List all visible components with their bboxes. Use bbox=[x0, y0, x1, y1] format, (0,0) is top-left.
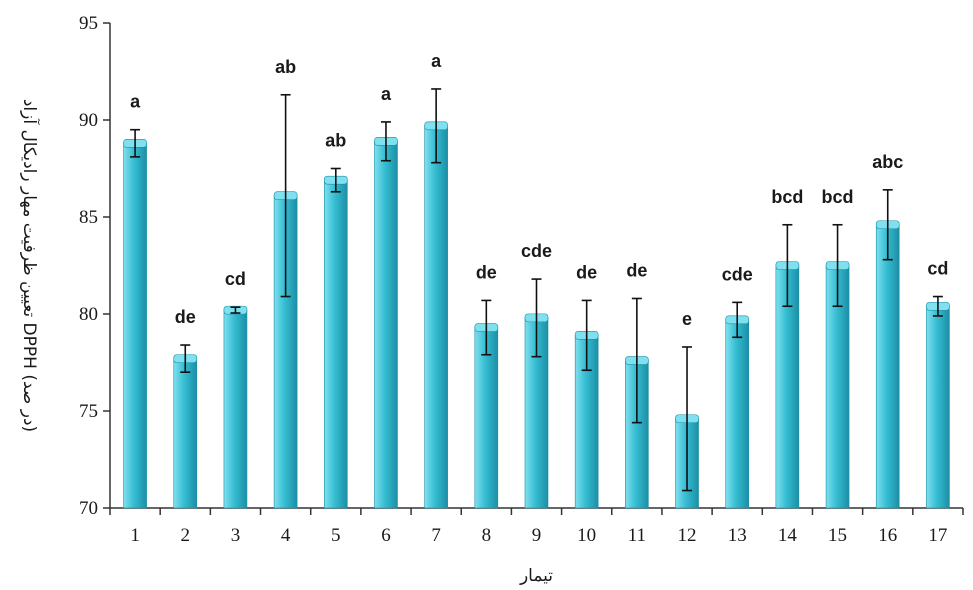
significance-letter: a bbox=[431, 51, 442, 71]
y-tick-label: 75 bbox=[79, 401, 98, 422]
bar bbox=[725, 319, 750, 509]
bar bbox=[123, 142, 147, 509]
x-tick-label: 6 bbox=[381, 525, 391, 546]
x-tick-label: 5 bbox=[331, 525, 341, 546]
x-tick-label: 10 bbox=[577, 525, 596, 546]
significance-letter: ab bbox=[275, 57, 296, 77]
x-tick-label: 1 bbox=[130, 525, 140, 546]
significance-letter: a bbox=[381, 84, 392, 104]
y-axis-title: تعیین ظرفیت مهار رادیکال آزاد DPPH (در ص… bbox=[19, 99, 41, 432]
bar bbox=[374, 141, 398, 509]
x-tick-label: 11 bbox=[628, 525, 646, 546]
y-tick-label: 70 bbox=[79, 498, 98, 519]
x-tick-label: 17 bbox=[928, 525, 947, 546]
bar bbox=[223, 309, 248, 509]
x-tick-label: 4 bbox=[281, 525, 291, 546]
x-tick-label: 12 bbox=[678, 525, 697, 546]
bar bbox=[926, 305, 950, 509]
significance-letter: a bbox=[130, 92, 141, 112]
significance-letter: bcd bbox=[822, 187, 854, 207]
x-tick-label: 7 bbox=[431, 525, 441, 546]
y-tick-label: 85 bbox=[79, 207, 98, 228]
x-tick-label: 2 bbox=[181, 525, 191, 546]
y-ticks: 70 75 80 85 90 95 bbox=[79, 13, 110, 519]
significance-letter: cd bbox=[927, 259, 948, 279]
x-tick-label: 13 bbox=[728, 525, 747, 546]
x-tick-label: 16 bbox=[878, 525, 897, 546]
x-ticks: 1 2 3 4 5 6 7 8 9 10 11 12 13 14 15 16 17 bbox=[109, 508, 964, 546]
bar bbox=[424, 125, 448, 509]
significance-letter: e bbox=[682, 309, 692, 329]
significance-letter: cd bbox=[225, 269, 246, 289]
bar bbox=[323, 179, 348, 509]
significance-letter: de bbox=[476, 262, 497, 282]
bar bbox=[875, 224, 900, 509]
significance-letter: bcd bbox=[771, 187, 803, 207]
x-tick-label: 15 bbox=[828, 525, 847, 546]
x-tick-label: 9 bbox=[532, 525, 542, 546]
y-tick-label: 80 bbox=[79, 304, 98, 325]
x-tick-label: 3 bbox=[231, 525, 241, 546]
significance-letter: cde bbox=[722, 264, 753, 284]
significance-letter: de bbox=[626, 260, 647, 280]
bar bbox=[173, 358, 198, 509]
y-tick-label: 90 bbox=[79, 110, 98, 131]
significance-letter: cde bbox=[521, 241, 552, 261]
x-tick-label: 8 bbox=[482, 525, 492, 546]
bars bbox=[123, 121, 950, 509]
error-bars bbox=[130, 88, 943, 492]
significance-letter: de bbox=[175, 307, 196, 327]
x-axis-title: تیمار bbox=[519, 566, 553, 586]
significance-letter: abc bbox=[872, 152, 903, 172]
significance-letter: ab bbox=[325, 131, 346, 151]
significance-letter: de bbox=[576, 262, 597, 282]
x-tick-label: 14 bbox=[778, 525, 798, 546]
y-tick-label: 95 bbox=[79, 13, 98, 34]
